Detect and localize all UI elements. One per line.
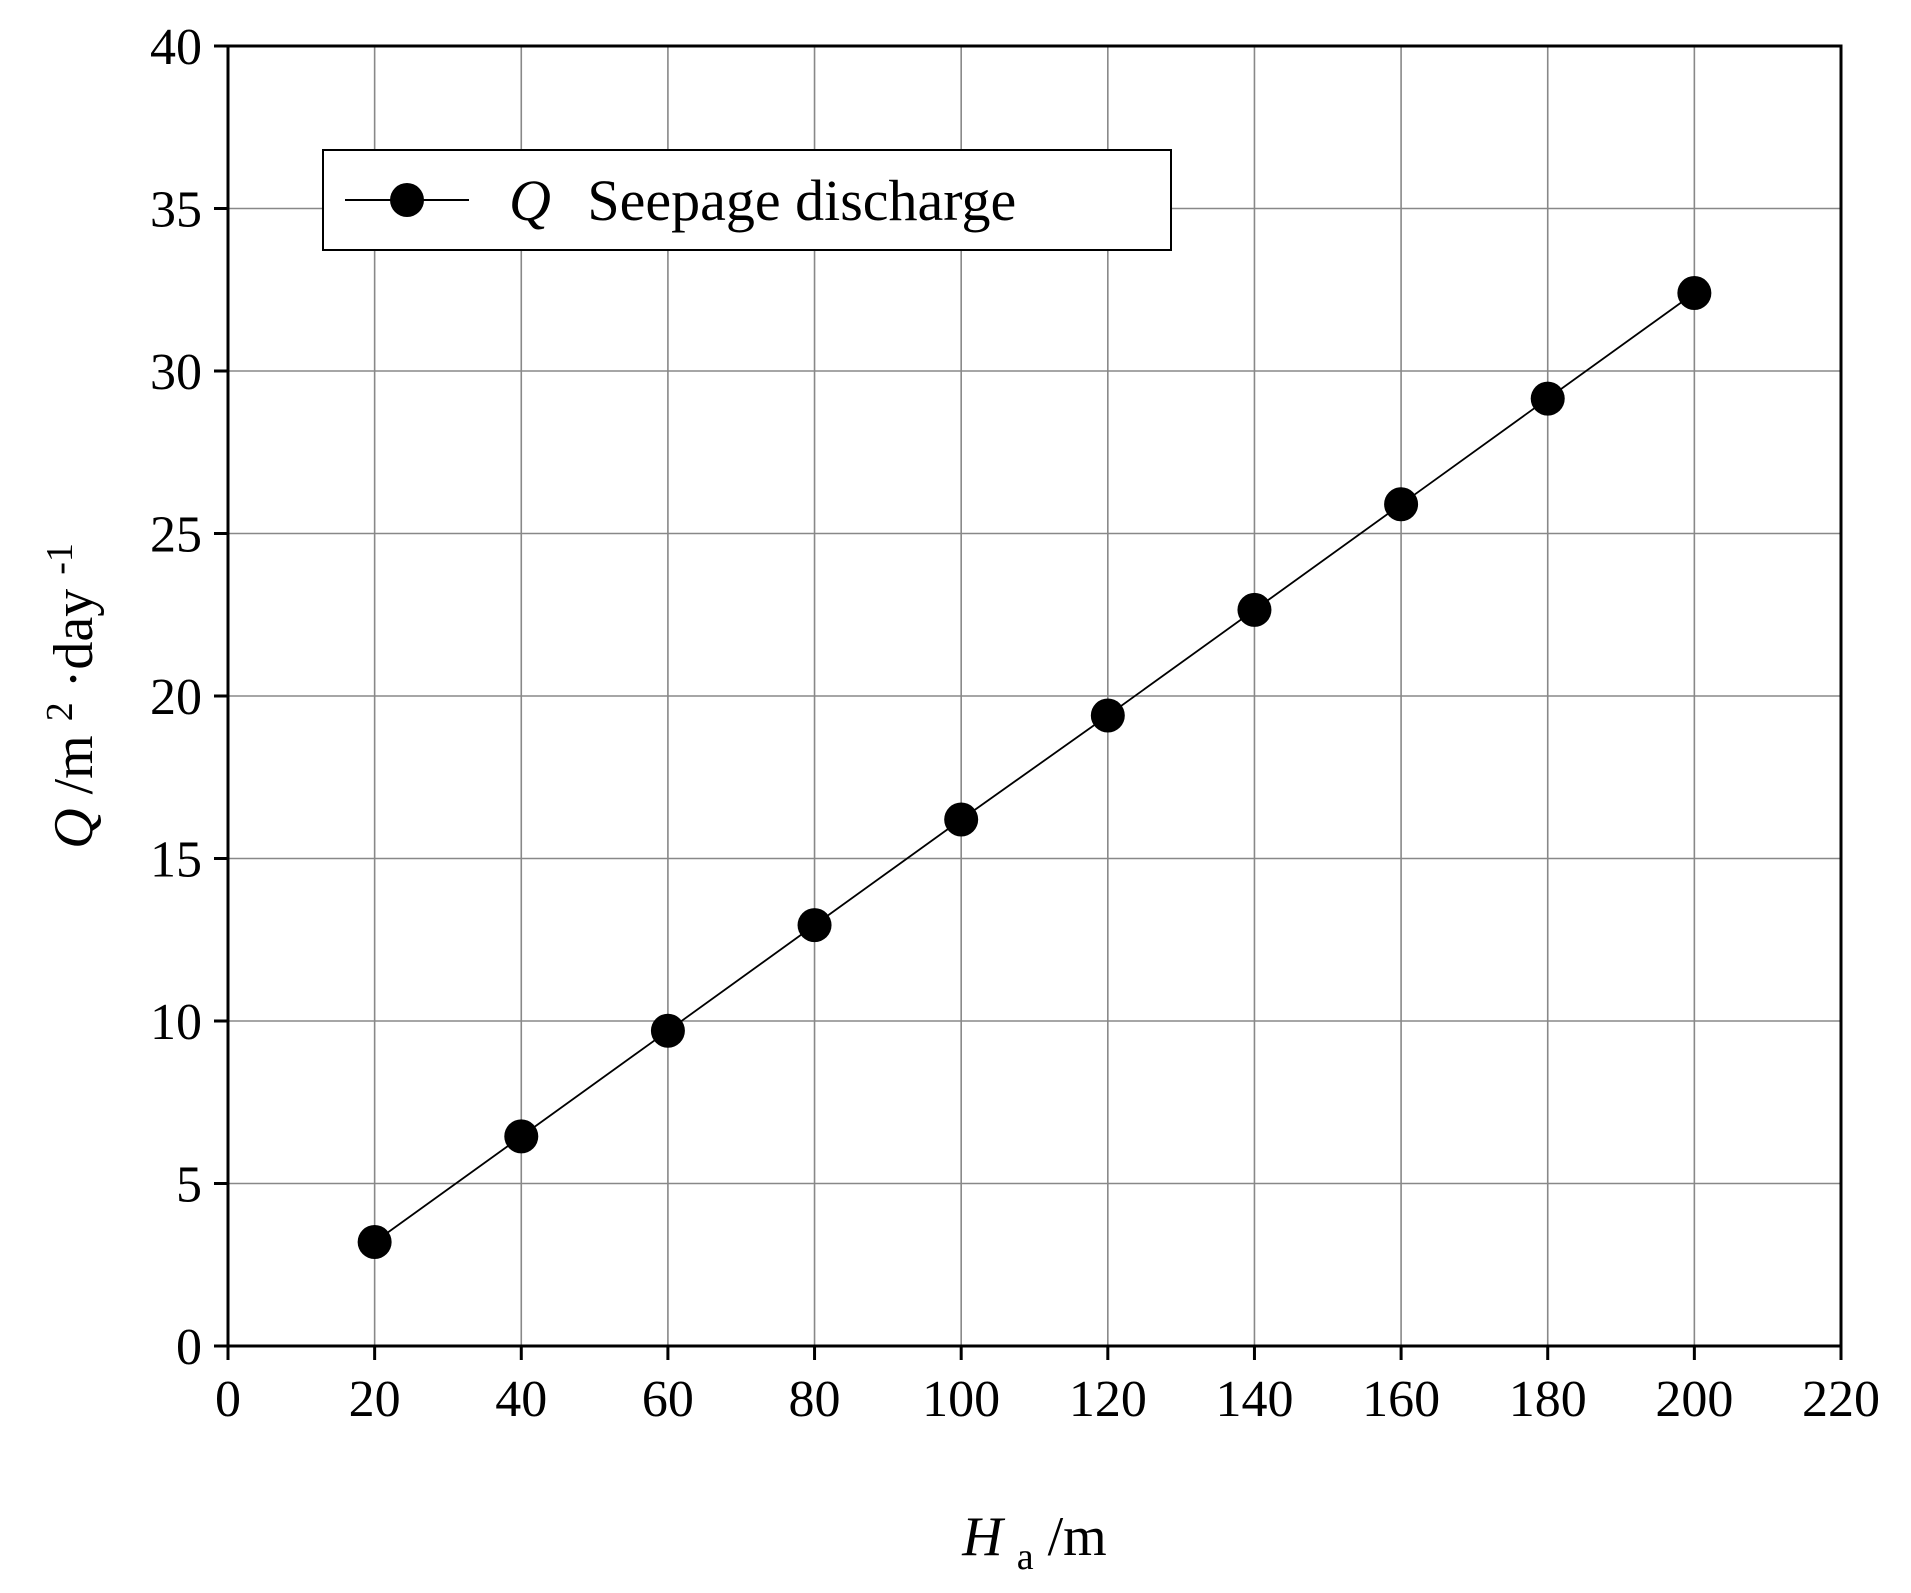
x-axis-symbol: H [961, 1506, 1005, 1568]
y-tick-label: 40 [150, 19, 202, 76]
data-point [1384, 487, 1419, 522]
x-tick-label: 140 [1215, 1371, 1293, 1428]
y-tick-label: 5 [176, 1157, 202, 1214]
y-axis-title: Q /m 2 ·day -1 [23, 543, 105, 849]
data-point [944, 802, 979, 837]
y-tick-label: 10 [150, 994, 202, 1051]
y-axis-unit-mid: ·day [43, 589, 105, 689]
y-tick-label: 35 [150, 182, 202, 239]
x-tick-label: 120 [1069, 1371, 1147, 1428]
data-point [650, 1013, 685, 1048]
legend-marker [390, 183, 424, 217]
data-point [1530, 381, 1565, 416]
x-tick-label: 80 [789, 1371, 841, 1428]
x-tick-label: 100 [922, 1371, 1000, 1428]
x-tick-label: 20 [349, 1371, 401, 1428]
legend-series-name: Seepage discharge [587, 168, 1016, 233]
ticks [214, 44, 1843, 1360]
series-line [374, 292, 1695, 1243]
x-tick-label: 60 [642, 1371, 694, 1428]
y-tick-label: 0 [176, 1319, 202, 1376]
x-tick-label: 0 [215, 1371, 241, 1428]
tick-labels: 0 20 40 60 80 100 120 140 160 180 200 220 0 5 10 15 20 25… [150, 19, 1880, 1428]
y-axis-exponent-1: 2 [39, 702, 81, 721]
y-tick-label: 30 [150, 344, 202, 401]
legend-label: Q Seepage discharge [509, 168, 1016, 233]
y-axis-unit-main: /m [43, 735, 105, 794]
data-point [1090, 698, 1125, 733]
legend: Q Seepage discharge [322, 149, 1172, 251]
x-tick-label: 200 [1655, 1371, 1733, 1428]
legend-symbol: Q [509, 168, 551, 233]
x-tick-label: 180 [1509, 1371, 1587, 1428]
data-point [357, 1225, 392, 1259]
x-axis-subscript: a [1017, 1536, 1034, 1578]
data-point [1237, 592, 1272, 627]
y-axis-exponent-2: -1 [39, 543, 81, 575]
y-tick-label: 25 [150, 507, 202, 564]
x-axis-title: H a /m [961, 1506, 1106, 1582]
x-tick-label: 160 [1362, 1371, 1440, 1428]
y-tick-label: 15 [150, 832, 202, 889]
x-tick-label: 40 [495, 1371, 547, 1428]
series-layer [357, 276, 1712, 1259]
x-axis-unit: /m [1048, 1506, 1107, 1568]
data-point [1677, 276, 1712, 310]
y-tick-label: 20 [150, 669, 202, 726]
data-point [797, 908, 832, 943]
x-tick-label: 220 [1802, 1371, 1880, 1428]
data-point [504, 1119, 539, 1154]
y-axis-symbol: Q [43, 808, 105, 848]
